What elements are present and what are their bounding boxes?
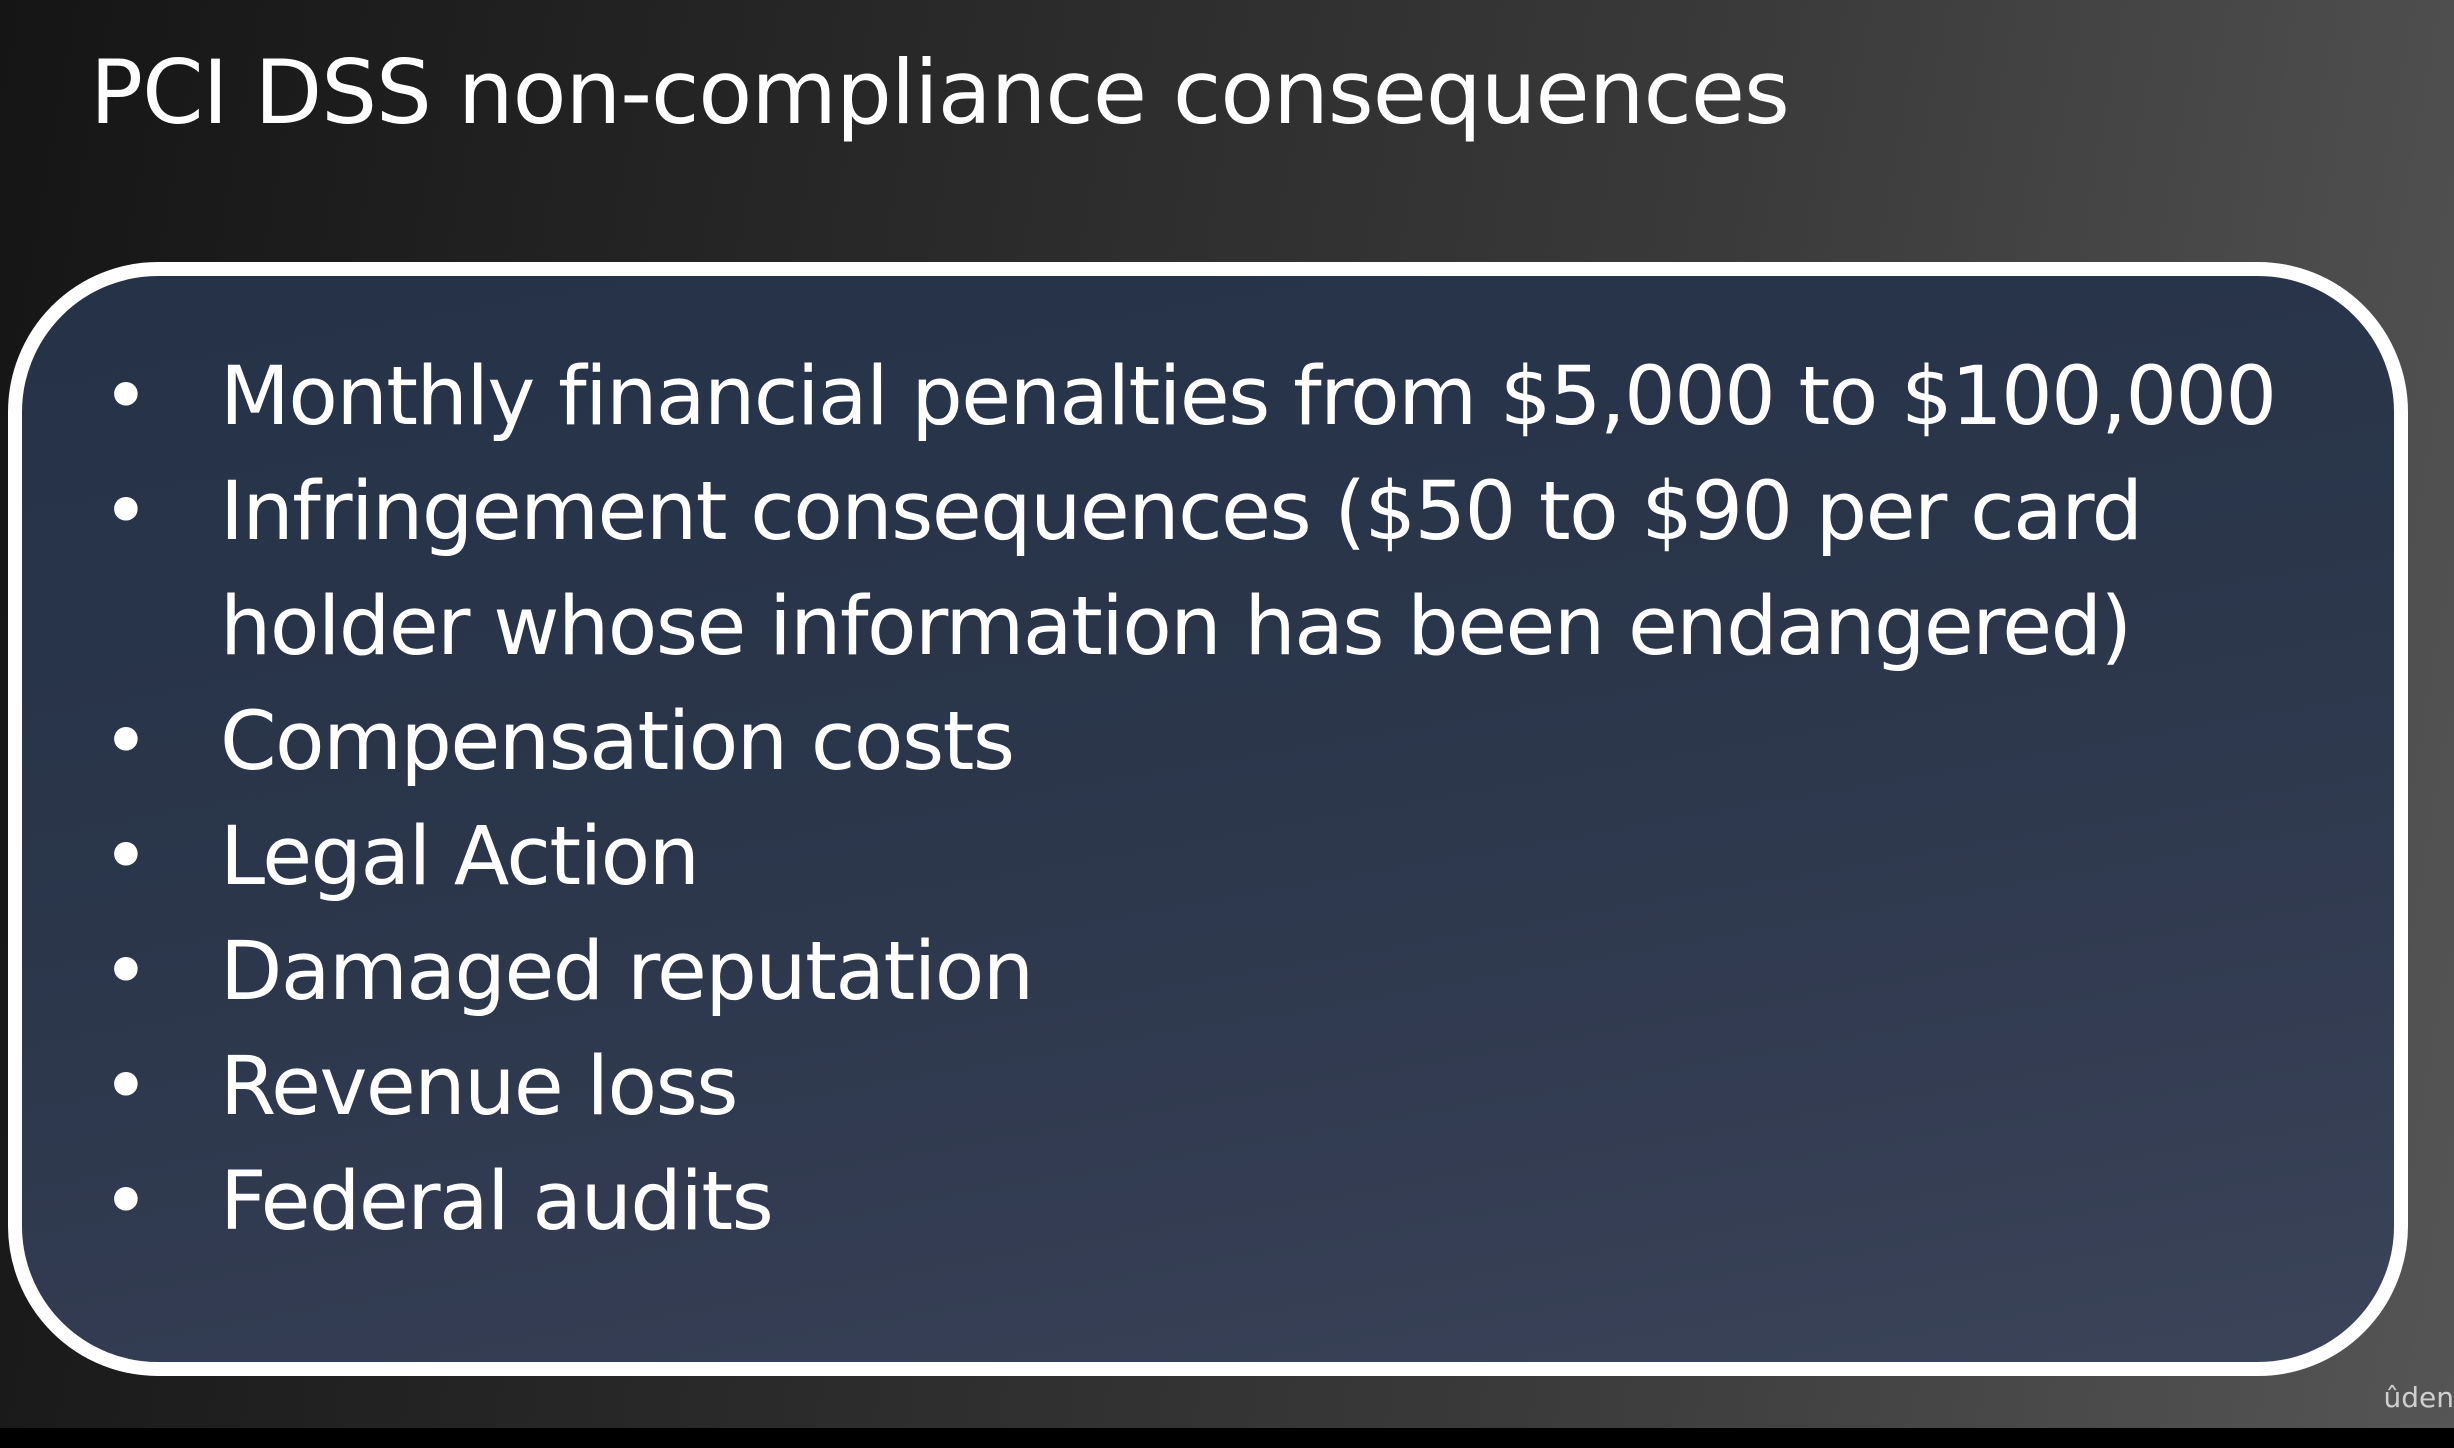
bullet-text: Revenue loss (220, 1040, 738, 1134)
bullet-item: • Damaged reputation (102, 915, 2342, 1030)
bullet-text: Legal Action (220, 810, 700, 904)
bullet-dot-icon: • (102, 350, 150, 444)
bullet-dot-icon: • (102, 1155, 150, 1249)
bullet-dot-icon: • (102, 465, 150, 559)
bullet-item: • Revenue loss (102, 1030, 2342, 1145)
bullet-dot-icon: • (102, 695, 150, 789)
bullet-text: Damaged reputation (220, 925, 1034, 1019)
bullet-item: • Monthly financial penalties from $5,000… (102, 340, 2342, 455)
bullet-item: • Legal Action (102, 800, 2342, 915)
bullet-dot-icon: • (102, 810, 150, 904)
bullet-text: Federal audits (220, 1155, 774, 1249)
bullet-item: • Federal audits (102, 1145, 2342, 1260)
content-box: • Monthly financial penalties from $5,000… (8, 262, 2408, 1376)
bullet-dot-icon: • (102, 925, 150, 1019)
bullet-list: • Monthly financial penalties from $5,000… (102, 340, 2342, 1260)
bullet-dot-icon: • (102, 1040, 150, 1134)
bullet-text: holder whose information has been endang… (220, 580, 2132, 674)
bottom-bar (0, 1428, 2454, 1448)
slide-title: PCI DSS non-compliance consequences (90, 41, 1790, 144)
watermark-logo: ûden (2383, 1381, 2454, 1414)
bullet-text: Infringement consequences ($50 to $90 pe… (220, 465, 2143, 559)
bullet-text: Compensation costs (220, 695, 1015, 789)
bullet-text: Monthly financial penalties from $5,000 … (220, 350, 2277, 444)
bullet-item: • Compensation costs (102, 685, 2342, 800)
bullet-item: • Infringement consequences ($50 to $90 p… (102, 455, 2342, 685)
